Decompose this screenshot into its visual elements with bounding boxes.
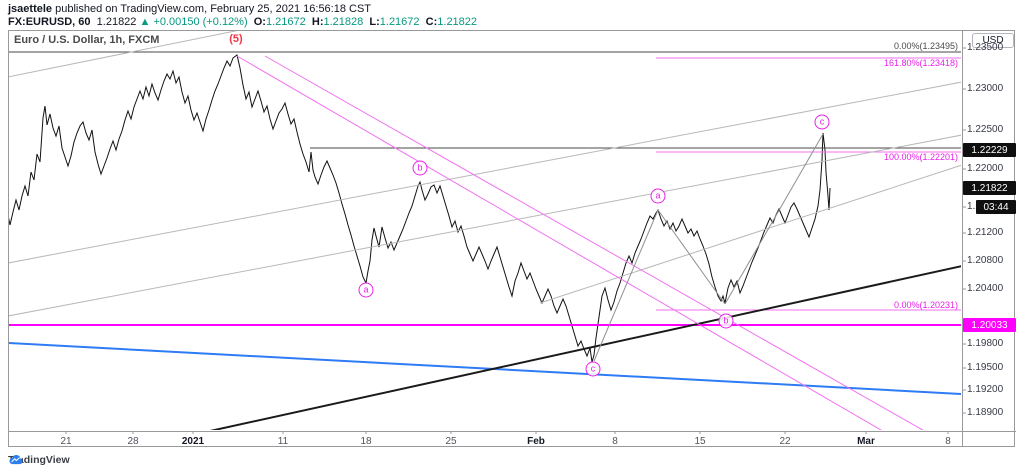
pink-diagonal-2[interactable]: [264, 55, 935, 437]
ohlc-close-label: C:: [425, 16, 438, 28]
price-axis-label: 1.19200: [967, 384, 1004, 395]
price-axis-label: 1.19800: [967, 338, 1004, 349]
time-axis-label: 8: [612, 436, 618, 447]
currency-toggle-button[interactable]: USD: [972, 33, 1014, 48]
price-axis-label: 1.18900: [967, 407, 1004, 418]
time-axis-separator: [8, 431, 1016, 432]
price-axis-label: 1.21200: [967, 227, 1004, 238]
wave-zigzag-2[interactable]: [657, 209, 726, 305]
symbol-info: FX:EURUSD, 60: [8, 16, 91, 28]
up-arrow-icon: ▲: [139, 16, 151, 28]
wave-label-b[interactable]: b: [718, 313, 734, 329]
time-axis-label: 25: [445, 436, 457, 447]
fib-level-label: 100.00%(1.22201): [883, 152, 958, 162]
price-axis-label: 1.19500: [967, 362, 1004, 373]
chart-title: Euro / U.S. Dollar, 1h, FXCM: [14, 34, 160, 46]
price-axis-label: 1.20800: [967, 255, 1004, 266]
tradingview-logo[interactable]: TradingView: [8, 454, 70, 466]
wave-label-a[interactable]: a: [650, 188, 666, 204]
ohlc-open-label: O:: [253, 16, 266, 28]
time-axis-label: Feb: [527, 436, 545, 447]
wave-label-5[interactable]: (5): [229, 33, 243, 45]
time-axis-label: 21: [60, 436, 72, 447]
black-trendline[interactable]: [209, 265, 962, 431]
time-axis-label: 11: [277, 436, 289, 447]
time-axis-label: 18: [360, 436, 372, 447]
price-axis-label: 1.23500: [967, 42, 1004, 53]
price-series-line: [9, 54, 831, 363]
pink-diagonal-1[interactable]: [236, 55, 893, 437]
ohlc-high-value: 1.21828: [323, 16, 364, 28]
time-axis-label: 15: [694, 436, 706, 447]
time-axis-label: 8: [945, 436, 951, 447]
wave-label-c[interactable]: c: [814, 114, 830, 130]
ohlc-low-value: 1.21672: [379, 16, 420, 28]
price-marker-label: 1.22229: [963, 143, 1016, 157]
author-name: jsaettele: [8, 3, 53, 15]
blue-trendline[interactable]: [8, 342, 962, 395]
time-axis-label: Mar: [857, 436, 875, 447]
fib-level-label: 0.00%(1.23495): [893, 41, 958, 51]
price-axis-label: 1.20400: [967, 283, 1004, 294]
byline-text: published on TradingView.com, February 2…: [52, 3, 372, 15]
price-change: +0.00150 (+0.12%): [153, 16, 248, 28]
wave-label-c[interactable]: c: [585, 361, 601, 377]
price-axis-label: 1.23000: [967, 83, 1004, 94]
logo-text: TradingView: [8, 454, 70, 466]
tradingview-cloud-icon: [9, 454, 23, 465]
time-axis-label: 22: [779, 436, 791, 447]
gray-feb-channel[interactable]: [539, 164, 962, 304]
price-axis-label: 1.22000: [967, 163, 1004, 174]
ohlc-open-value: 1.21672: [265, 16, 306, 28]
fib-level-label: 0.00%(1.20231): [893, 300, 958, 310]
gray-channel-upper[interactable]: [8, 81, 962, 264]
wave-zigzag-1[interactable]: [593, 209, 659, 362]
ohlc-close-value: 1.21822: [437, 16, 478, 28]
ohlc-high-label: H:: [311, 16, 324, 28]
time-axis-label: 2021: [181, 436, 205, 447]
price-marker-label: 1.20033: [963, 318, 1016, 332]
price-marker-label: 1.21822: [963, 181, 1016, 195]
price-axis-label: 1.22500: [967, 124, 1004, 135]
wave-zigzag-3[interactable]: [724, 133, 824, 305]
ohlc-low-label: L:: [369, 16, 380, 28]
time-axis-label: 28: [127, 436, 139, 447]
fib-level-label: 161.80%(1.23418): [883, 58, 958, 68]
bar-countdown-label: 03:44: [976, 200, 1016, 214]
byline: jsaettele published on TradingView.com, …: [8, 3, 371, 15]
wave-label-b[interactable]: b: [412, 160, 428, 176]
price-axis-separator: [962, 30, 963, 447]
gray-trendline-topleft[interactable]: [8, 30, 240, 78]
last-price: 1.21822: [96, 16, 137, 28]
symbol-status-line: FX:EURUSD, 60 1.21822 ▲ +0.00150 (+0.12%…: [8, 16, 477, 28]
gray-channel-lower[interactable]: [8, 134, 962, 317]
wave-label-a[interactable]: a: [358, 282, 374, 298]
chart-frame: [8, 30, 1015, 447]
